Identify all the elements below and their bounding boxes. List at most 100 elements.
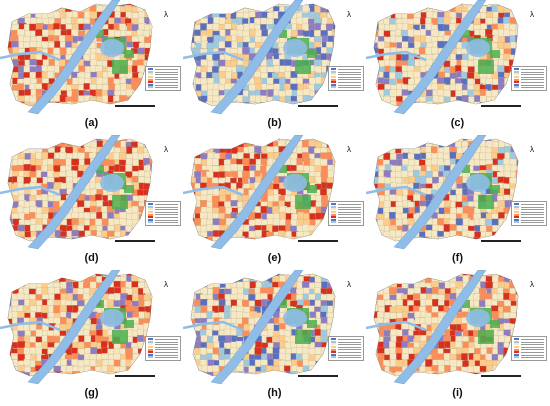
legend-swatch xyxy=(148,218,153,221)
legend-text-line xyxy=(154,206,178,208)
tributary xyxy=(183,185,244,197)
north-arrow-icon: λ xyxy=(347,145,351,154)
green-space xyxy=(279,30,287,38)
map-legend xyxy=(328,201,364,226)
green-space xyxy=(295,330,311,344)
green-space xyxy=(478,60,494,74)
panel-label: (i) xyxy=(452,387,463,399)
legend-text-line xyxy=(154,71,178,73)
legend-text-line xyxy=(154,84,178,86)
legend-swatch xyxy=(148,211,153,214)
legend-text-line xyxy=(520,346,544,348)
legend-swatch xyxy=(148,68,153,71)
map-legend xyxy=(145,201,181,226)
legend-text-line xyxy=(337,76,361,78)
legend-text-line xyxy=(337,346,361,348)
lake xyxy=(100,309,124,327)
map-panel: λ (g) xyxy=(0,270,183,405)
district-cells xyxy=(191,139,335,241)
legend-item xyxy=(331,346,361,349)
legend-item xyxy=(148,78,178,81)
green-space xyxy=(279,300,287,308)
legend-swatch xyxy=(514,340,519,343)
map-legend xyxy=(145,336,181,361)
legend-item xyxy=(514,351,544,354)
legend-item xyxy=(331,340,361,344)
legend-item xyxy=(331,338,361,341)
legend-text-line xyxy=(337,341,361,343)
district-cells xyxy=(8,4,152,106)
legend-text-line xyxy=(154,69,178,70)
legend-swatch xyxy=(331,351,336,354)
legend-swatch xyxy=(514,203,519,206)
legend-swatch xyxy=(148,338,153,341)
legend-swatch xyxy=(148,76,153,79)
map-panel: λ (e) xyxy=(183,135,366,270)
legend-item xyxy=(514,346,544,349)
legend-text-line xyxy=(520,216,544,218)
legend-swatch xyxy=(148,213,153,216)
map-panel: λ (h) xyxy=(183,270,366,405)
legend-item xyxy=(514,70,544,74)
map-legend xyxy=(328,66,364,91)
scale-bar-graphic xyxy=(481,240,521,242)
legend-item xyxy=(331,76,361,79)
legend-text-line xyxy=(154,354,178,356)
panel-label: (f) xyxy=(452,252,463,264)
lake xyxy=(100,174,124,192)
legend-swatch xyxy=(331,68,336,71)
legend-text-line xyxy=(154,349,178,350)
legend-text-line xyxy=(337,69,361,70)
green-space xyxy=(124,50,134,58)
legend-swatch xyxy=(148,78,153,81)
legend-item xyxy=(514,216,544,219)
legend-swatch xyxy=(331,213,336,216)
legend-item xyxy=(148,208,178,211)
tributary xyxy=(0,185,61,197)
choropleth-map xyxy=(366,270,519,385)
legend-swatch xyxy=(148,353,153,356)
choropleth-map xyxy=(366,135,519,250)
legend-item xyxy=(514,338,544,341)
legend-swatch xyxy=(331,218,336,221)
legend-item xyxy=(331,351,361,354)
green-space xyxy=(112,195,128,209)
legend-text-line xyxy=(337,79,361,80)
legend-item xyxy=(514,76,544,79)
legend-swatch xyxy=(514,343,519,346)
legend-swatch xyxy=(514,353,519,356)
legend-text-line xyxy=(154,74,178,75)
legend-swatch xyxy=(148,73,153,76)
legend-text-line xyxy=(520,69,544,70)
legend-swatch xyxy=(331,356,336,359)
legend-text-line xyxy=(520,341,544,343)
district-cells xyxy=(374,4,518,106)
river xyxy=(393,135,487,250)
legend-swatch xyxy=(514,213,519,216)
tributary xyxy=(0,50,61,62)
legend-item xyxy=(331,353,361,357)
legend-item xyxy=(514,353,544,357)
map-legend xyxy=(511,66,547,91)
legend-item xyxy=(331,211,361,214)
panel-label: (c) xyxy=(450,117,465,129)
district-cells xyxy=(191,4,335,106)
legend-text-line xyxy=(154,214,178,215)
legend-text-line xyxy=(337,349,361,350)
legend-item xyxy=(148,68,178,71)
legend-item xyxy=(148,353,178,357)
legend-text-line xyxy=(520,71,544,73)
legend-item xyxy=(148,70,178,74)
legend-swatch xyxy=(331,340,336,343)
legend-text-line xyxy=(337,214,361,215)
map-panel: λ (b) xyxy=(183,0,366,135)
legend-swatch xyxy=(331,208,336,211)
tributary xyxy=(183,320,244,332)
legend-text-line xyxy=(154,357,178,358)
legend-swatch xyxy=(331,83,336,86)
legend-swatch xyxy=(514,81,519,84)
legend-item xyxy=(148,216,178,219)
legend-swatch xyxy=(148,208,153,211)
choropleth-map xyxy=(0,0,153,115)
legend-swatch xyxy=(514,338,519,341)
